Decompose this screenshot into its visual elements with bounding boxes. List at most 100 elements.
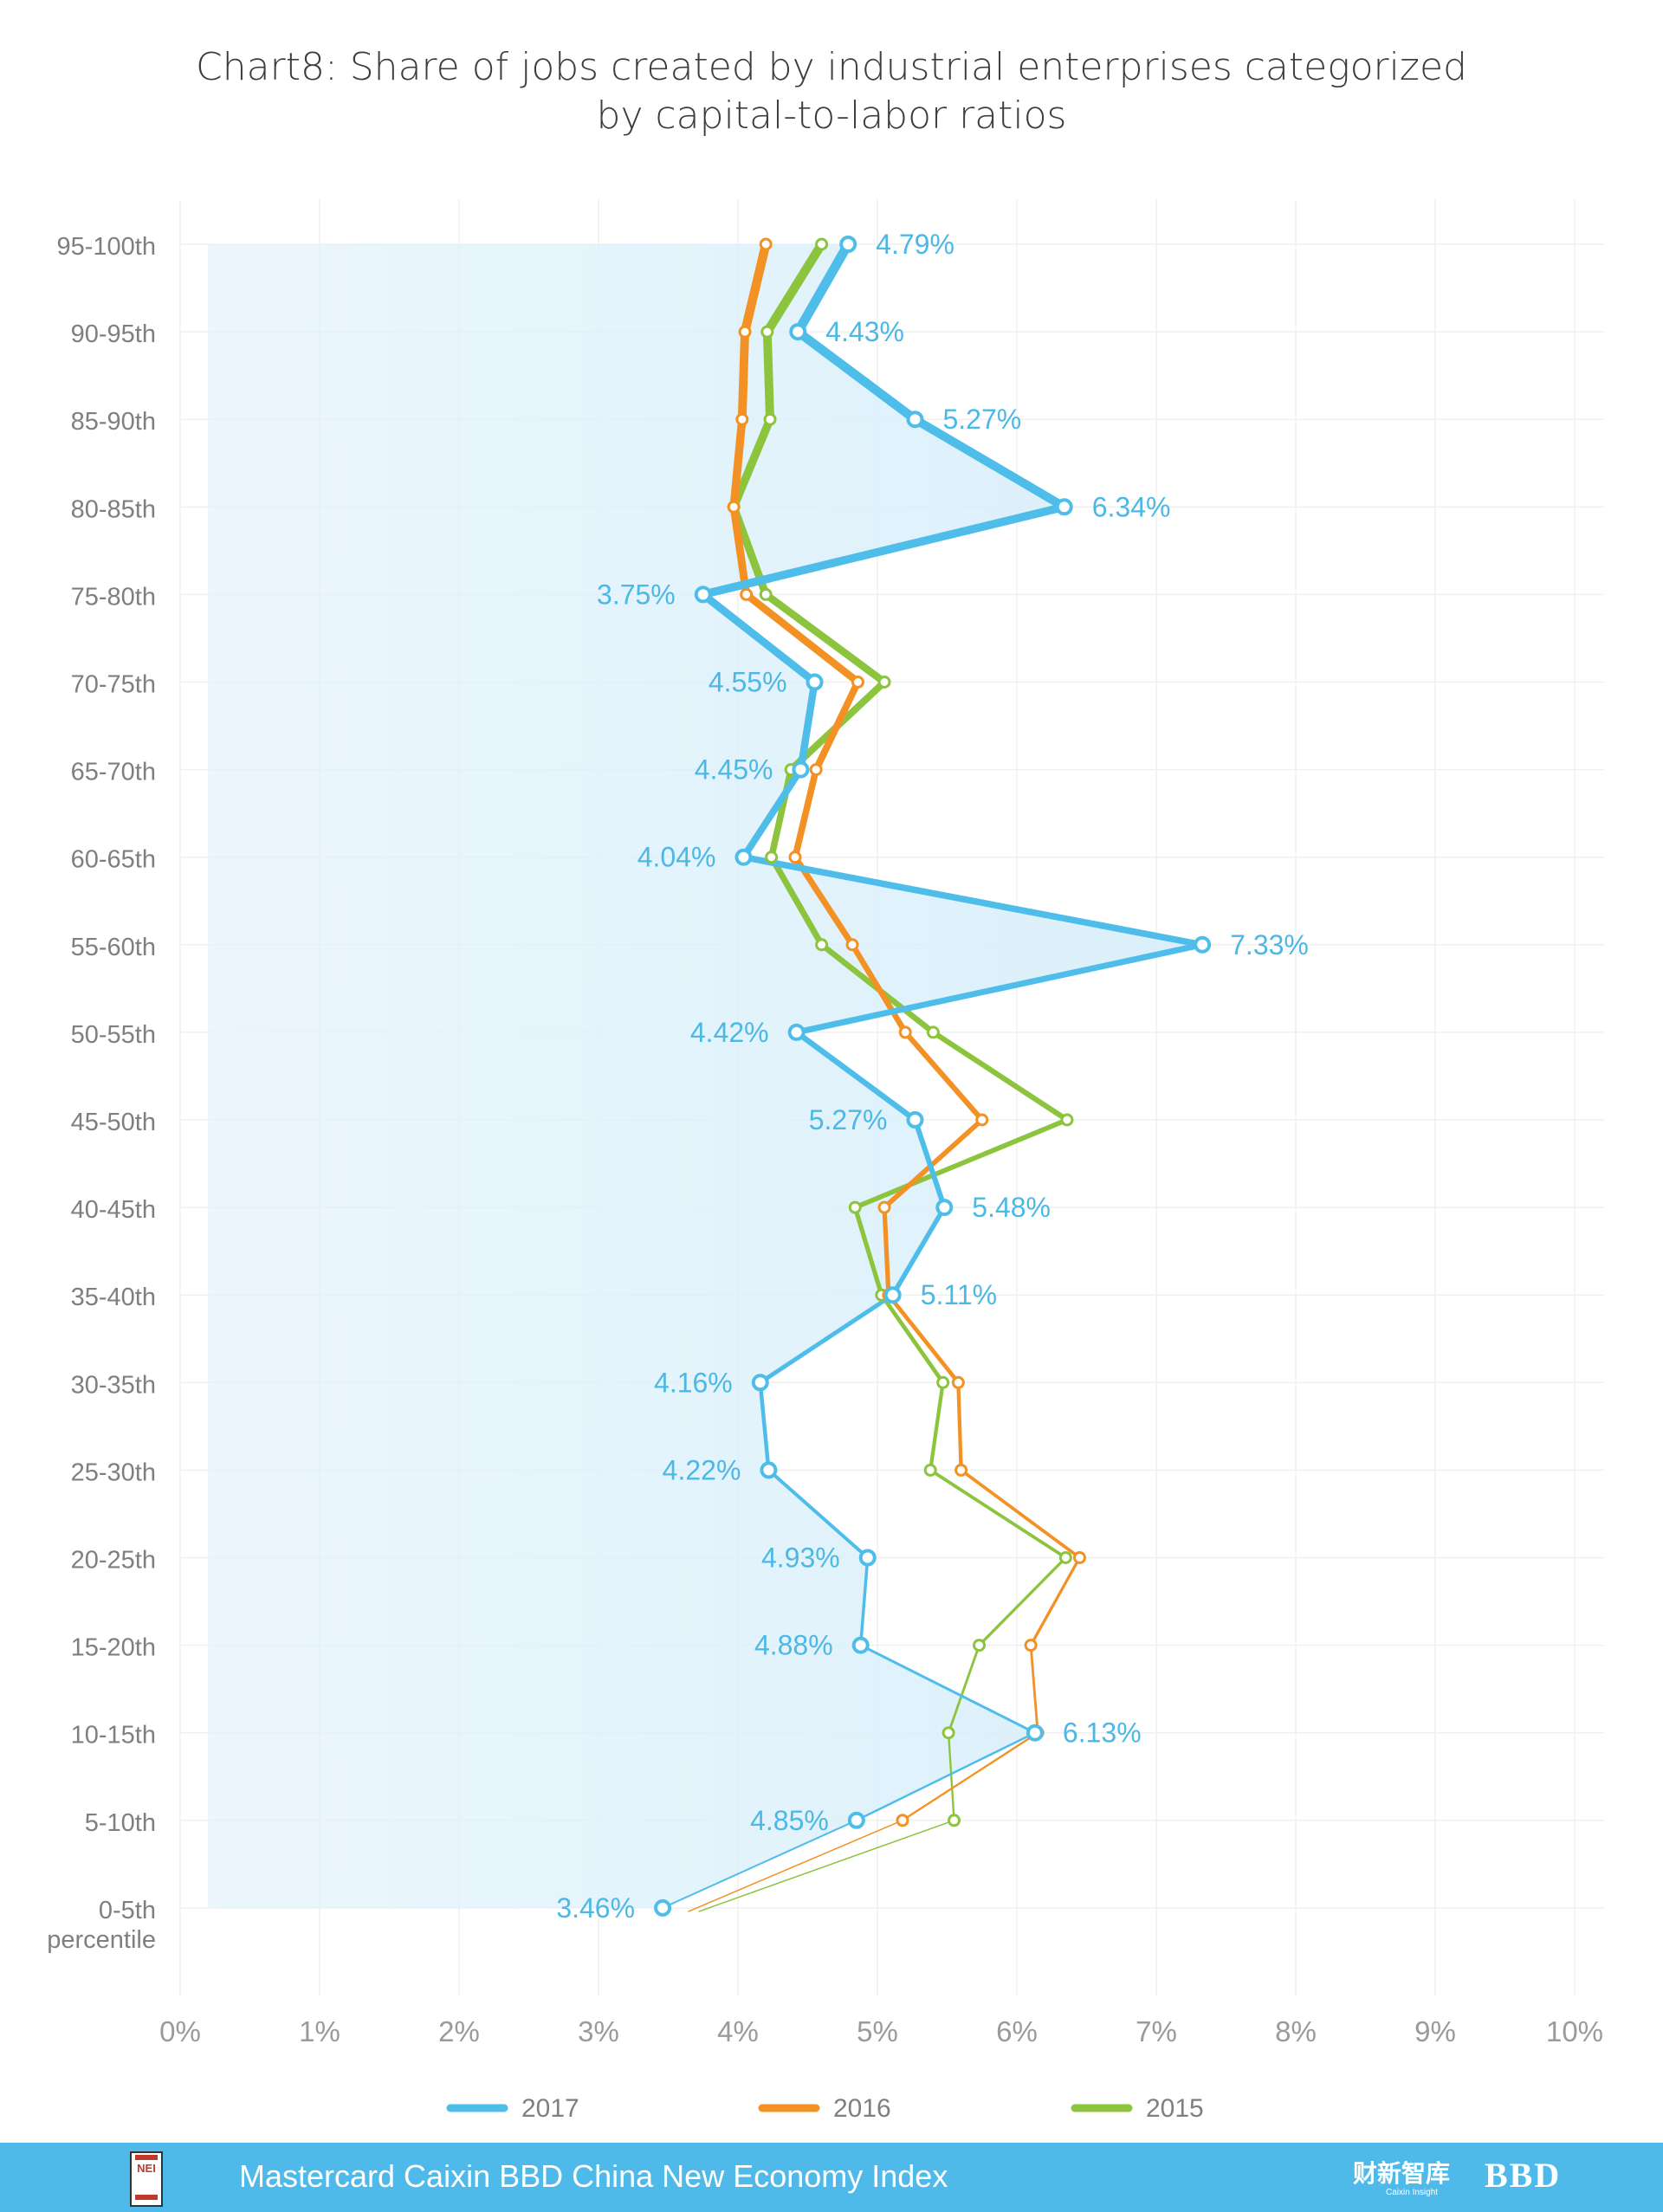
series-2017-segment <box>859 1644 1037 1735</box>
series-2017-point <box>906 411 924 429</box>
y-tick-label: 75-80th <box>71 583 156 611</box>
series-2017-point <box>1055 498 1073 516</box>
series-2016-segment <box>882 1117 985 1210</box>
x-tick-label: 1% <box>299 2015 340 2047</box>
data-label-2017: 4.55% <box>709 667 787 698</box>
y-tick-label: 95-100th <box>57 233 157 261</box>
series-2016-segment <box>688 1820 903 1912</box>
series-2016-point <box>738 325 752 339</box>
series-2016-segment <box>901 1731 1039 1821</box>
series-2017-point <box>851 1636 870 1654</box>
series-2015-point <box>942 1726 955 1740</box>
legend: 2017 2016 2015 <box>446 2094 1204 2123</box>
series-2016-point <box>845 938 859 952</box>
series-2015-point <box>760 325 774 339</box>
series-2017-point <box>734 848 753 866</box>
series-2016-segment <box>903 1029 985 1123</box>
area-2017-fill <box>208 244 1203 1908</box>
x-tick-label: 10% <box>1546 2015 1603 2047</box>
series-2017-point <box>883 1286 902 1304</box>
series-2015-segment <box>768 854 825 948</box>
series-2015-segment <box>698 1820 955 1912</box>
series-2016-segment <box>959 1468 1082 1560</box>
legend-label-2015: 2015 <box>1146 2094 1204 2123</box>
x-axis-ticks: 0% 1% 2% 3% 4% 5% 6% 7% 8% 9% 10% <box>159 2015 1603 2047</box>
series-2015-segment <box>930 1029 1071 1123</box>
y-tick-label: 80-85th <box>71 495 156 523</box>
series-2015-segment <box>729 415 774 512</box>
data-label-2017: 4.85% <box>750 1805 829 1836</box>
series-2016-segment <box>742 591 862 686</box>
series-2016-point <box>1072 1551 1086 1564</box>
series-2016-segment <box>849 941 909 1036</box>
data-label-2017: 4.79% <box>876 229 954 260</box>
series-2016-point <box>788 851 802 864</box>
series-2016-point <box>735 412 749 426</box>
data-label-2017: 4.88% <box>754 1630 833 1661</box>
series-2017-point <box>806 673 824 691</box>
caixin-logo: 财新智库 <box>1353 2159 1451 2188</box>
bbd-logo: BBD <box>1485 2156 1562 2195</box>
x-tick-label: 5% <box>857 2015 898 2047</box>
series-2016-point <box>896 1814 909 1827</box>
y-tick-label: 5-10th <box>85 1809 156 1837</box>
legend-label-2016: 2016 <box>833 2094 891 2123</box>
series-2016-segment <box>886 1292 961 1385</box>
series-2015-segment <box>879 1292 946 1385</box>
y-axis-ticks: 95-100th 90-95th 85-90th 80-85th 75-80th 70-7… <box>47 233 156 1954</box>
series-2015-point <box>1058 1551 1072 1564</box>
series-2017-segment <box>793 1029 918 1123</box>
series-2017-point <box>751 1374 769 1392</box>
data-label-2017: 6.13% <box>1063 1717 1142 1749</box>
series-2017-segment <box>793 941 1206 1036</box>
series-2016-point <box>1024 1639 1038 1653</box>
series-2017-segment <box>740 766 805 861</box>
data-label-2017: 3.46% <box>556 1892 635 1924</box>
series-2016-point <box>877 1200 891 1214</box>
series-2016-segment <box>792 766 819 861</box>
series-2015-segment <box>947 1731 955 1821</box>
series-2017-point <box>787 1023 806 1041</box>
y-tick-label: 85-90th <box>71 408 156 436</box>
series-2017-point <box>906 1111 924 1129</box>
series-2017-point <box>839 236 857 253</box>
series-2016-segment <box>882 1205 891 1297</box>
y-tick-label: 55-60th <box>71 934 156 961</box>
series-2016-segment <box>812 678 862 773</box>
series-2015-point <box>1060 1113 1074 1127</box>
series-2017-segment <box>797 678 819 773</box>
series-2017-segment <box>912 1117 948 1211</box>
series-2015-segment <box>977 1556 1068 1647</box>
series-2016-segment <box>729 415 747 512</box>
series-2016-point <box>951 1375 965 1389</box>
series-2016-point <box>759 237 773 251</box>
series-2015-segment <box>761 591 889 686</box>
series-2017-segment <box>793 327 920 424</box>
series-2017-segment <box>858 1556 870 1647</box>
x-tick-label: 3% <box>578 2015 619 2047</box>
nei-logo-bar-top <box>135 2155 158 2160</box>
series-2015-point <box>765 851 779 864</box>
x-tick-label: 4% <box>717 2015 759 2047</box>
series-2015-point <box>948 1814 961 1827</box>
series-points <box>654 236 1212 1917</box>
series-2016-point <box>975 1113 989 1127</box>
series-2017-segment <box>758 1292 896 1385</box>
data-label-2017: 4.42% <box>690 1017 769 1048</box>
y-tick-label: 25-30th <box>71 1458 156 1486</box>
series-2017-segment <box>855 1731 1037 1822</box>
series-2015-point <box>926 1025 940 1039</box>
y-tick-label-line: 0-5th <box>99 1897 156 1924</box>
series-2017-point <box>858 1549 877 1567</box>
series-2016-segment <box>740 239 771 337</box>
series-2017-segment <box>699 502 1069 599</box>
series-2015-point <box>815 237 829 251</box>
chart-title-line-1: Chart8: Share of jobs created by industr… <box>196 45 1467 89</box>
y-tick-label: 60-65th <box>71 846 156 874</box>
series-2016-point <box>740 587 754 601</box>
series-2015-segment <box>852 1205 884 1297</box>
series-2017-point <box>1194 935 1212 954</box>
series-2015-point <box>848 1200 862 1214</box>
series-2015-segment <box>762 239 826 337</box>
series-2016-segment <box>956 1381 963 1472</box>
